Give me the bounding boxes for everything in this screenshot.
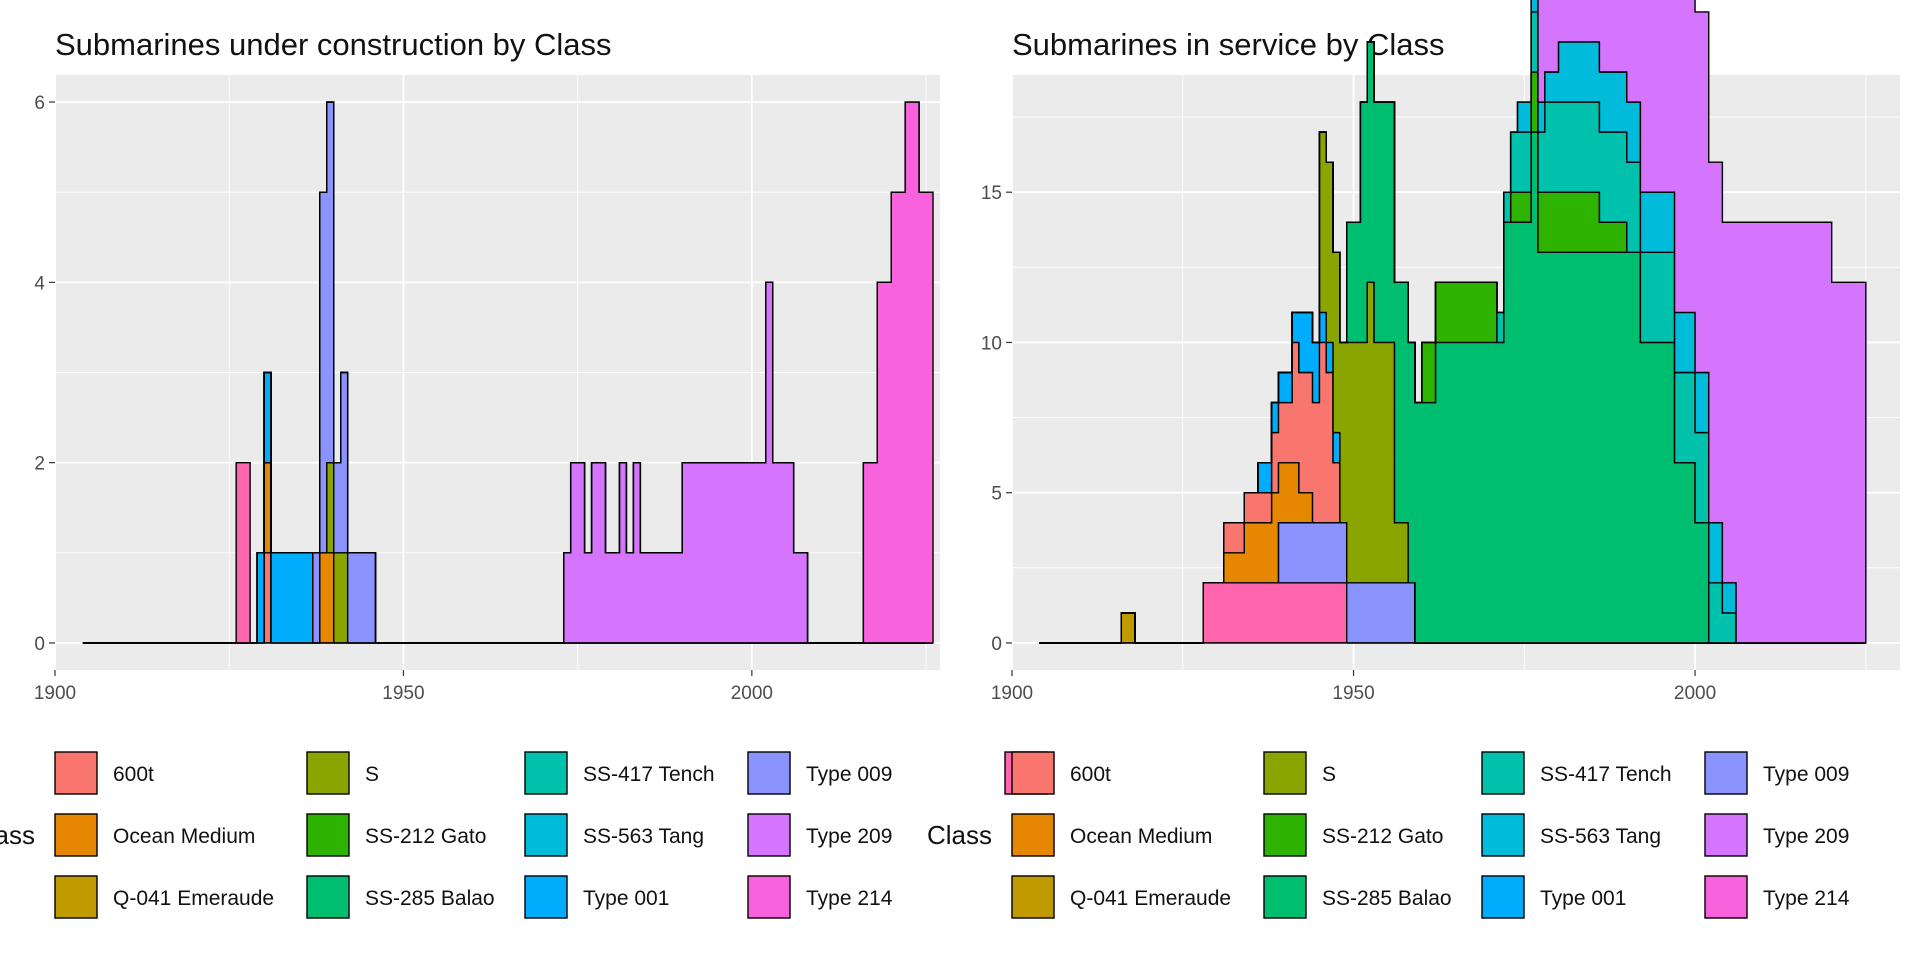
legend-key-ss-563-tang bbox=[1481, 813, 1525, 857]
legend-label-type-001: Type 001 bbox=[583, 887, 669, 910]
y-tick-label: 4 bbox=[34, 273, 45, 294]
x-tick-label: 1900 bbox=[34, 683, 76, 704]
legend-key-q-041-emeraude bbox=[1011, 875, 1055, 919]
legend-label-600t: 600t bbox=[1070, 763, 1111, 786]
legend-key-ss-417-tench bbox=[1481, 751, 1525, 795]
legend-key-ss-285-balao bbox=[306, 875, 350, 919]
legend-label-type-209: Type 209 bbox=[1763, 825, 1849, 848]
legend-key-type-209 bbox=[747, 813, 791, 857]
legend-label-ss-417-tench: SS-417 Tench bbox=[583, 763, 715, 786]
legend-label-ss-212-gato: SS-212 Gato bbox=[365, 825, 486, 848]
service-ticks: 1900 1950 2000 0 5 10 15 bbox=[981, 183, 1716, 704]
legend-label-type-009: Type 009 bbox=[806, 763, 892, 786]
x-tick-label: 1900 bbox=[991, 683, 1033, 704]
legend-label-q-041-emeraude: Q-041 Emeraude bbox=[1070, 887, 1231, 910]
service-chart-title: Submarines in service by Class bbox=[1012, 27, 1444, 62]
legend-label-600t: 600t bbox=[113, 763, 154, 786]
y-tick-label: 2 bbox=[34, 454, 45, 475]
legend-key-type-001 bbox=[524, 875, 568, 919]
y-tick-label: 5 bbox=[991, 484, 1002, 505]
service-legend: Class 600t Ocean Medium Q-041 Emeraude S SS-2… bbox=[927, 751, 1850, 919]
x-tick-label: 2000 bbox=[1674, 683, 1716, 704]
construction-legend: Class 600t Ocean Medium Q-041 Emeraude S SS-2… bbox=[0, 751, 1048, 919]
legend-key-ss-285-balao bbox=[1263, 875, 1307, 919]
construction-chart-title: Submarines under construction by Class bbox=[55, 27, 612, 62]
legend-title: Class bbox=[927, 820, 992, 850]
legend-label-ss-285-balao: SS-285 Balao bbox=[365, 887, 495, 910]
y-tick-label: 15 bbox=[981, 183, 1002, 204]
legend-label-type-214: Type 214 bbox=[806, 887, 893, 910]
construction-ticks: 1900 1950 2000 0 2 4 6 bbox=[34, 93, 773, 704]
legend-label-ss-417-tench: SS-417 Tench bbox=[1540, 763, 1672, 786]
legend-key-type-009 bbox=[1704, 751, 1748, 795]
construction-chart: Submarines under construction by Class 1… bbox=[34, 27, 940, 704]
x-tick-label: 1950 bbox=[382, 683, 424, 704]
legend-key-type-009 bbox=[747, 751, 791, 795]
service-chart: Submarines in service by Class 1900 1950 2… bbox=[981, 0, 1900, 704]
x-tick-label: 2000 bbox=[731, 683, 773, 704]
legend-key-s bbox=[1263, 751, 1307, 795]
x-tick-label: 1950 bbox=[1332, 683, 1374, 704]
legend-label-type-009: Type 009 bbox=[1763, 763, 1849, 786]
legend-label-s: S bbox=[365, 763, 379, 786]
legend-label-type-209: Type 209 bbox=[806, 825, 892, 848]
legend-key-type-214 bbox=[1704, 875, 1748, 919]
legend-label-q-041-emeraude: Q-041 Emeraude bbox=[113, 887, 274, 910]
service-areas bbox=[1039, 0, 1867, 644]
legend-label-ss-285-balao: SS-285 Balao bbox=[1322, 887, 1452, 910]
legend-key-ss-212-gato bbox=[306, 813, 350, 857]
legend-key-ocean-medium bbox=[54, 813, 98, 857]
construction-areas bbox=[82, 101, 934, 644]
legend-key-s bbox=[306, 751, 350, 795]
legend-label-type-214: Type 214 bbox=[1763, 887, 1850, 910]
y-tick-label: 0 bbox=[991, 634, 1002, 655]
legend-key-ss-417-tench bbox=[524, 751, 568, 795]
legend-label-type-001: Type 001 bbox=[1540, 887, 1626, 910]
legend-key-ocean-medium bbox=[1011, 813, 1055, 857]
legend-key-type-209 bbox=[1704, 813, 1748, 857]
area-type-209 bbox=[1039, 0, 1867, 644]
y-tick-label: 0 bbox=[34, 634, 45, 655]
legend-label-ss-563-tang: SS-563 Tang bbox=[1540, 825, 1661, 848]
legend-label-ocean-medium: Ocean Medium bbox=[113, 825, 255, 848]
legend-key-600t bbox=[54, 751, 98, 795]
legend-key-type-001 bbox=[1481, 875, 1525, 919]
legend-title: Class bbox=[0, 820, 35, 850]
legend-key-ss-212-gato bbox=[1263, 813, 1307, 857]
legend-label-ocean-medium: Ocean Medium bbox=[1070, 825, 1212, 848]
y-tick-label: 6 bbox=[34, 93, 45, 114]
legend-key-ss-563-tang bbox=[524, 813, 568, 857]
legend-label-s: S bbox=[1322, 763, 1336, 786]
legend-label-ss-563-tang: SS-563 Tang bbox=[583, 825, 704, 848]
y-tick-label: 10 bbox=[981, 333, 1002, 354]
legend-label-ss-212-gato: SS-212 Gato bbox=[1322, 825, 1443, 848]
legend-key-q-041-emeraude bbox=[54, 875, 98, 919]
legend-key-600t bbox=[1011, 751, 1055, 795]
legend-key-type-214 bbox=[747, 875, 791, 919]
